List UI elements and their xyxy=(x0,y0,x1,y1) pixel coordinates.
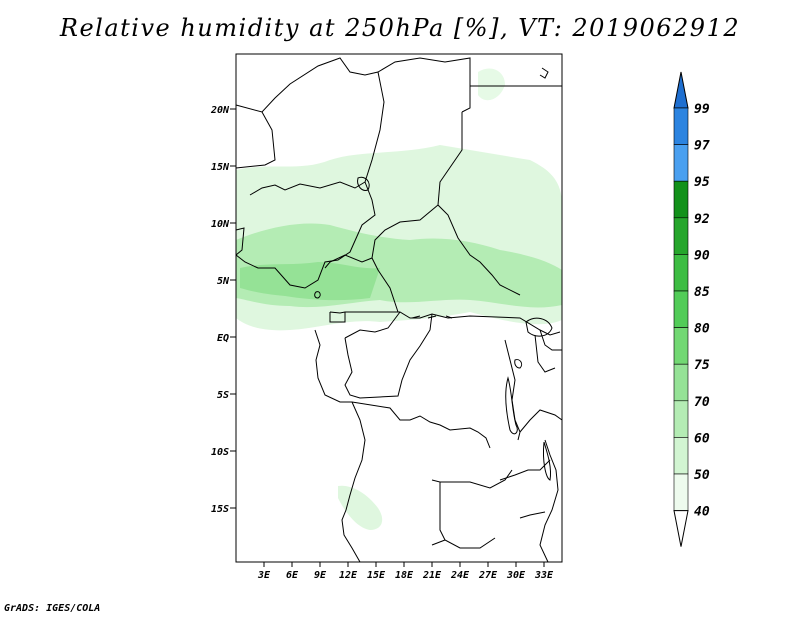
colorbar-segment xyxy=(673,363,689,402)
longitude-labels: 3E 6E 9E 12E 15E 18E 21E 24E 27E 30E 33E xyxy=(257,570,554,581)
colorbar-segment xyxy=(673,290,689,328)
colorbar-bottom-arrow xyxy=(673,510,689,547)
lat-label: 5N xyxy=(217,276,230,287)
lon-label: 6E xyxy=(286,570,299,581)
latitude-axis xyxy=(230,108,236,509)
colorbar-label: 95 xyxy=(694,175,710,190)
lon-label: 33E xyxy=(534,570,554,581)
lat-label: 15N xyxy=(211,162,230,173)
colorbar-segment xyxy=(673,400,689,438)
colorbar-segment xyxy=(673,473,689,511)
colorbar-segment xyxy=(673,327,689,365)
colorbar-label: 70 xyxy=(694,395,710,410)
colorbar-top-arrow xyxy=(673,71,689,109)
lon-label: 27E xyxy=(478,570,498,581)
humidity-patch-north xyxy=(478,68,505,101)
humidity-patch-south xyxy=(338,485,383,530)
colorbar-segment xyxy=(673,180,689,219)
lon-label: 30E xyxy=(506,570,526,581)
colorbar-label: 97 xyxy=(694,139,710,154)
lon-label: 9E xyxy=(314,570,327,581)
colorbar-label: 50 xyxy=(694,468,710,483)
lat-label: EQ xyxy=(217,333,229,344)
colorbar-segment xyxy=(673,254,689,292)
colorbar: 99 97 95 92 90 85 80 75 70 60 50 40 xyxy=(673,71,710,547)
grads-credit: GrADS: IGES/COLA xyxy=(4,603,101,614)
lon-label: 24E xyxy=(450,570,470,581)
lat-label: 20N xyxy=(210,105,230,116)
latitude-labels: 20N 15N 10N 5N EQ 5S 10S 15S xyxy=(210,105,230,515)
colorbar-label: 92 xyxy=(694,212,710,227)
lon-label: 21E xyxy=(422,570,442,581)
country-borders xyxy=(235,57,563,563)
colorbar-label: 90 xyxy=(694,248,710,263)
colorbar-label: 60 xyxy=(694,431,710,446)
lon-label: 18E xyxy=(395,570,414,581)
lon-label: 12E xyxy=(339,570,358,581)
lat-label: 10S xyxy=(211,447,229,458)
lat-label: 10N xyxy=(211,219,230,230)
colorbar-label: 75 xyxy=(694,358,710,373)
lat-label: 15S xyxy=(211,504,229,515)
humidity-band-inner xyxy=(240,262,380,301)
map-frame xyxy=(235,53,563,563)
colorbar-label: 80 xyxy=(694,322,710,337)
colorbar-label: 85 xyxy=(694,285,710,300)
colorbar-label: 99 xyxy=(694,102,710,117)
humidity-shading xyxy=(236,68,562,530)
lon-label: 15E xyxy=(367,570,386,581)
lon-label: 3E xyxy=(257,570,271,581)
colorbar-segment xyxy=(673,107,689,145)
longitude-axis xyxy=(263,562,545,567)
colorbar-segment xyxy=(673,217,689,255)
colorbar-segment xyxy=(673,144,689,182)
lakes xyxy=(314,67,553,481)
colorbar-segment xyxy=(673,437,689,475)
map-title: Relative humidity at 250hPa [%], VT: 201… xyxy=(59,14,741,42)
lat-label: 5S xyxy=(217,390,229,401)
colorbar-label: 40 xyxy=(694,505,710,520)
